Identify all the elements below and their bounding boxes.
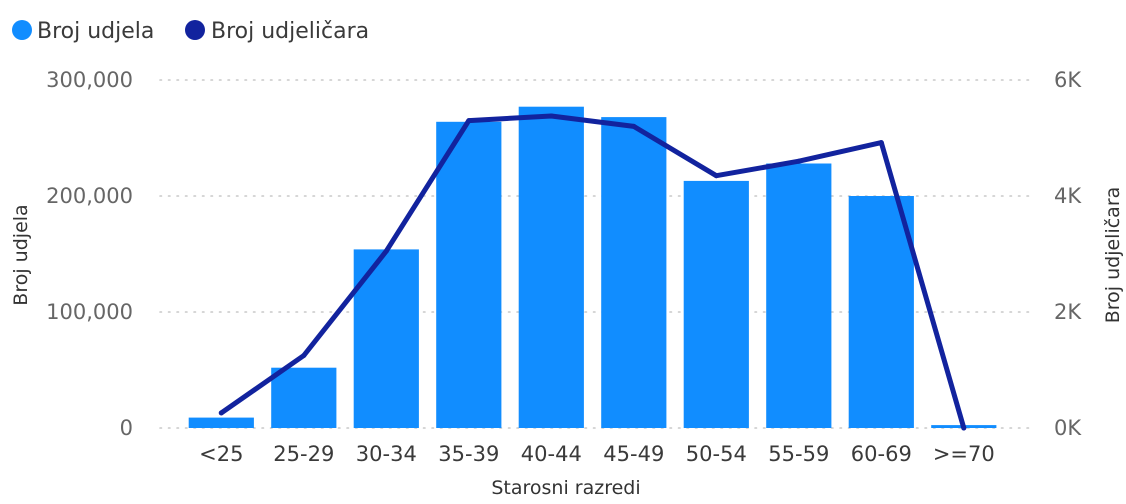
line-point[interactable] [466, 118, 472, 124]
bar[interactable] [188, 417, 254, 428]
x-tick-label: 25-29 [273, 442, 334, 466]
x-tick-label: >=70 [933, 442, 995, 466]
legend: Broj udjela Broj udjeličara [12, 19, 369, 44]
right-tick-label: 2K [1054, 300, 1082, 324]
line-point[interactable] [301, 353, 307, 358]
bar[interactable] [848, 196, 914, 428]
x-axis-title: Starosni razredi [491, 477, 640, 499]
right-tick-label: 6K [1054, 68, 1082, 92]
legend-marker-bar [12, 20, 32, 40]
left-tick-label: 200,000 [46, 184, 133, 208]
line-point[interactable] [383, 248, 389, 254]
line-series [218, 113, 967, 431]
line-point[interactable] [713, 173, 719, 179]
x-tick-label: 55-59 [768, 442, 829, 466]
left-axis: 0 100,000 200,000 300,000 [46, 68, 133, 440]
line-point[interactable] [796, 158, 802, 164]
line-point[interactable] [218, 410, 224, 416]
right-axis-title: Broj udjeličara [1102, 187, 1124, 324]
left-tick-label: 0 [120, 416, 133, 440]
bar[interactable] [271, 367, 337, 428]
line-point[interactable] [961, 425, 967, 431]
left-axis-title: Broj udjela [10, 204, 32, 305]
legend-item-line[interactable]: Broj udjeličara [185, 19, 369, 44]
left-tick-label: 100,000 [46, 300, 133, 324]
x-tick-label: 30-34 [356, 442, 417, 466]
line-point[interactable] [631, 123, 637, 129]
legend-item-bar[interactable]: Broj udjela [12, 19, 154, 44]
bar[interactable] [683, 180, 749, 428]
legend-label-bar: Broj udjela [37, 19, 154, 44]
legend-label-line: Broj udjeličara [211, 19, 369, 44]
bar[interactable] [436, 121, 502, 429]
x-tick-label: 60-69 [851, 442, 912, 466]
bar[interactable] [766, 163, 832, 429]
line-point[interactable] [878, 140, 884, 146]
x-axis: <25 25-29 30-34 35-39 40-44 45-49 50-54 55-59 60… [199, 442, 995, 466]
left-tick-label: 300,000 [46, 68, 133, 92]
x-tick-label: <25 [199, 442, 243, 466]
line-point[interactable] [548, 113, 554, 119]
x-tick-label: 45-49 [603, 442, 664, 466]
x-tick-label: 40-44 [521, 442, 582, 466]
bar-series [188, 106, 997, 429]
bar[interactable] [518, 106, 584, 428]
series-line[interactable] [218, 113, 967, 431]
right-tick-label: 4K [1054, 184, 1082, 208]
x-tick-label: 35-39 [438, 442, 499, 466]
right-axis: 0K 2K 4K 6K [1054, 68, 1082, 440]
x-tick-label: 50-54 [686, 442, 747, 466]
bar[interactable] [601, 117, 667, 428]
legend-marker-line [185, 20, 205, 40]
right-tick-label: 0K [1054, 416, 1082, 440]
